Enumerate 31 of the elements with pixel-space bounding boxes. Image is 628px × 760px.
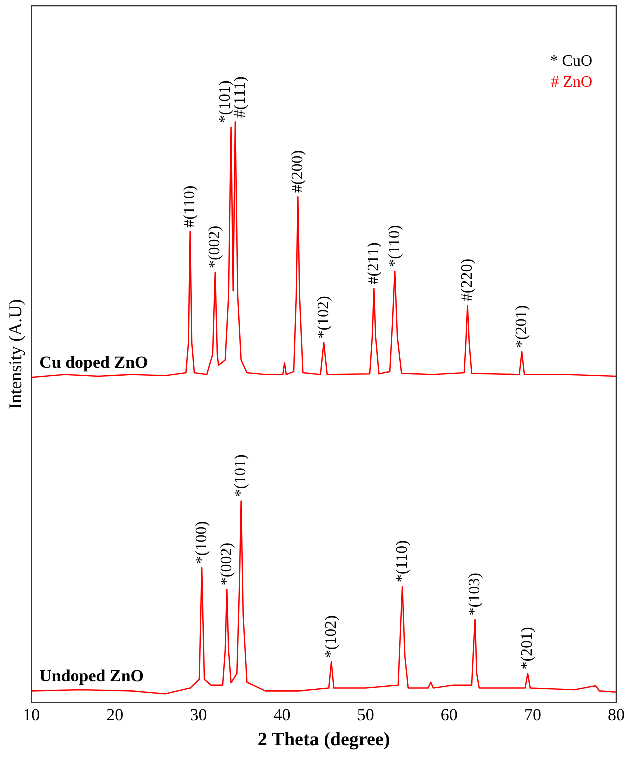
annotation: *(110): [386, 225, 404, 268]
annotation: #(110): [182, 186, 199, 228]
annotation: #(111): [232, 76, 250, 118]
text: * CuO: [550, 53, 592, 70]
x-tick-label: 30: [190, 705, 208, 724]
annotation: *(002): [206, 226, 224, 269]
annotation: *(002): [218, 542, 236, 586]
annotation: *(102): [315, 296, 332, 339]
annotation: *(201): [519, 627, 536, 670]
series-label: Cu doped ZnO: [40, 353, 148, 372]
x-tick-label: 60: [440, 705, 458, 724]
annotation: *(102): [322, 615, 340, 658]
x-tick-label: 10: [23, 705, 40, 724]
text: # ZnO: [551, 74, 592, 92]
annotation: #(200): [289, 150, 306, 194]
annotation: #(220): [458, 258, 476, 302]
x-tick-label: 70: [524, 705, 542, 724]
x-tick-label: 50: [357, 705, 374, 724]
x-tick-label: 40: [274, 705, 291, 724]
annotation: *(101): [232, 454, 250, 498]
x-tick-label: 20: [106, 705, 124, 724]
x-tick-label: 80: [608, 705, 625, 724]
annotation: *(110): [394, 540, 411, 583]
annotation: *(201): [513, 305, 530, 348]
x-axis-title: 2 Theta (degree): [258, 730, 390, 751]
annotation: *(101): [217, 80, 234, 124]
annotation: *(100): [193, 521, 210, 564]
y-axis-title: Intensity (A.U): [6, 299, 26, 410]
annotation: *(103): [466, 573, 484, 616]
series-label: Undoped ZnO: [40, 666, 144, 686]
annotation: #(211): [365, 242, 382, 285]
